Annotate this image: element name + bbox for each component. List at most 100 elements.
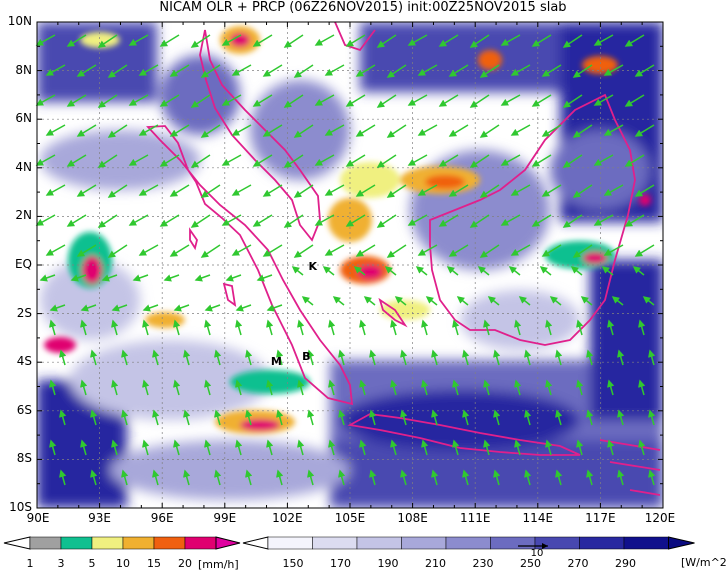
wind-arrow	[487, 296, 500, 306]
wind-arrow	[541, 64, 562, 77]
wind-arrow	[479, 244, 500, 258]
wind-arrow	[90, 409, 98, 426]
wind-arrow	[121, 349, 129, 366]
wind-arrow	[376, 34, 397, 48]
site-label: K	[308, 260, 317, 274]
wind-arrow	[469, 34, 490, 48]
colorbar-tick-label: 290	[615, 557, 636, 570]
wind-arrow	[245, 469, 253, 486]
island-south	[222, 282, 237, 307]
wind-arrow	[624, 214, 645, 227]
wind-arrow	[204, 319, 212, 336]
wind-arrow	[376, 154, 397, 168]
wind-arrow	[462, 409, 470, 426]
wind-arrow	[301, 296, 314, 306]
wind-arrow	[324, 124, 345, 136]
colorbar-swatch	[623, 536, 669, 550]
colorbar-swatch	[356, 536, 402, 550]
wind-arrow	[500, 214, 521, 226]
wind-arrow	[493, 409, 501, 426]
wind-arrow	[173, 439, 181, 456]
lat-label: 2S	[16, 305, 32, 320]
wind-arrow	[183, 349, 191, 366]
wind-arrow	[190, 154, 211, 168]
lon-label: 120E	[644, 511, 676, 525]
wind-arrow	[586, 349, 594, 366]
wind-arrow	[111, 439, 119, 456]
wind-arrow	[45, 124, 66, 136]
wind-arrow	[607, 379, 615, 396]
wind-arrow	[190, 34, 211, 48]
wind-arrow	[297, 439, 305, 456]
wind-arrow	[638, 379, 646, 396]
wind-arrow	[345, 154, 366, 167]
colorbar-tick-label: 170	[330, 557, 351, 570]
wind-arrow	[531, 34, 552, 47]
wind-arrow	[97, 94, 118, 108]
wind-arrow	[266, 379, 274, 396]
wind-reference-label: 10	[530, 548, 544, 559]
wind-arrow	[541, 244, 562, 257]
lon-label: 111E	[459, 511, 491, 525]
wind-arrow	[524, 469, 532, 486]
wind-arrow	[642, 296, 655, 306]
colorbar-tick-label: 3	[58, 557, 65, 570]
wind-arrow	[572, 244, 593, 258]
lon-label: 96E	[150, 511, 174, 525]
wind-arrow	[500, 154, 521, 166]
wind-arrow	[221, 94, 242, 106]
wind-arrow	[359, 379, 367, 396]
wind-arrow	[617, 469, 625, 486]
wind-arrow	[386, 64, 407, 78]
wind-arrow	[101, 274, 118, 282]
wind-arrow	[200, 64, 221, 78]
wind-arrow	[417, 124, 438, 136]
lon-label: 108E	[397, 511, 428, 525]
wind-arrow	[607, 439, 615, 456]
colorbar-swatch	[401, 536, 447, 550]
wind-arrow	[221, 214, 242, 226]
malay-peninsula	[199, 29, 321, 242]
wind-arrow	[90, 469, 98, 486]
wind-arrow	[138, 244, 159, 256]
wind-arrow	[479, 64, 500, 78]
colorbar-end	[215, 536, 241, 550]
site-label: B	[302, 350, 311, 364]
site-label: M	[270, 355, 282, 369]
wind-arrow	[355, 124, 376, 137]
wind-arrow	[235, 379, 243, 396]
wind-arrow	[297, 319, 305, 336]
wind-arrow	[369, 469, 377, 486]
wind-arrow	[586, 469, 594, 486]
wind-arrow	[97, 154, 118, 168]
wind-arrow	[634, 244, 655, 257]
colorbar-tick-label: 230	[473, 557, 494, 570]
wind-arrow	[394, 296, 407, 306]
wind-arrow	[307, 409, 315, 426]
wind-arrow	[580, 296, 593, 306]
wind-arrow	[128, 214, 149, 226]
wind-arrow	[493, 349, 501, 366]
wind-arrow	[80, 379, 88, 396]
wind-arrow	[107, 64, 128, 78]
wind-arrow	[214, 409, 222, 426]
wind-arrow	[252, 34, 273, 47]
wind-arrow	[45, 184, 66, 196]
wind-arrow	[417, 64, 438, 76]
colorbar-tick-label: 1	[27, 557, 34, 570]
colorbar-swatch	[579, 536, 625, 550]
wind-arrow	[617, 409, 625, 426]
wind-arrow	[407, 34, 428, 46]
wind-arrow	[338, 349, 346, 366]
wind-arrow	[307, 469, 315, 486]
colorbar-tick-label: 210	[425, 557, 446, 570]
wind-arrow	[539, 266, 552, 276]
java-coast	[347, 413, 581, 456]
wind-arrow	[293, 64, 314, 78]
wind-arrow	[514, 379, 522, 396]
wind-arrow	[276, 409, 284, 426]
wind-arrow	[376, 94, 397, 108]
olr-field	[37, 22, 663, 508]
wind-arrow	[386, 244, 407, 258]
wind-arrow	[293, 244, 314, 258]
